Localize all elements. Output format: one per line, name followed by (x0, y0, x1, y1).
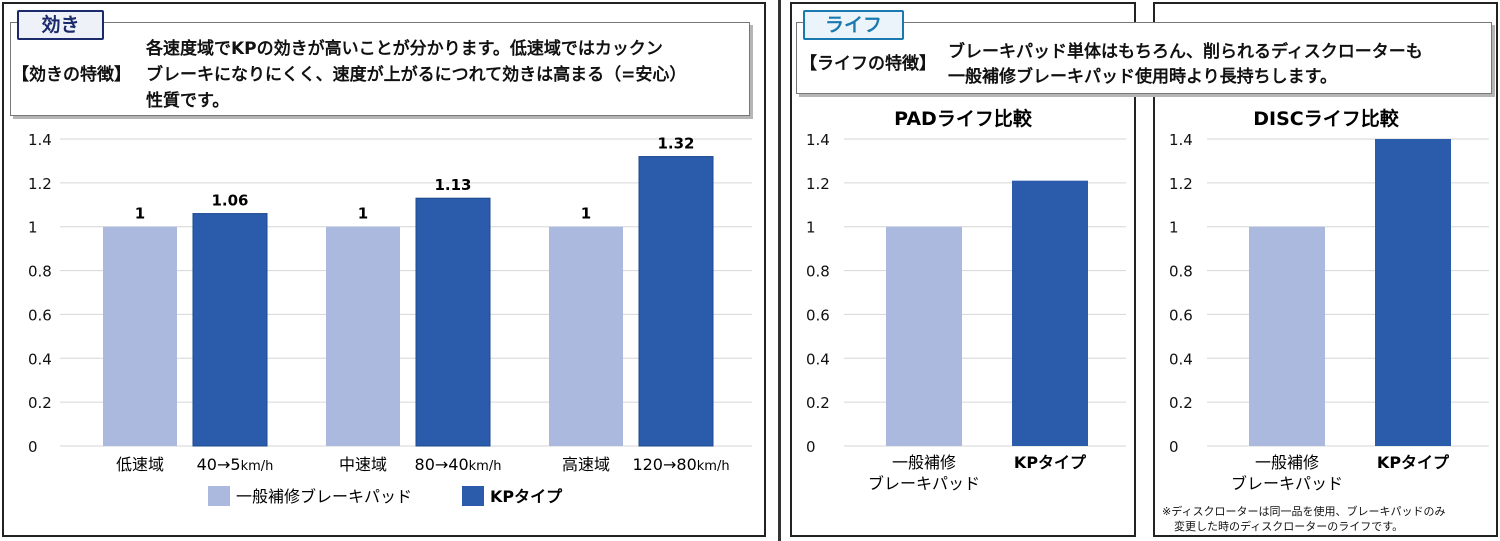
effectiveness-heading: 【効きの特徴】 (12, 65, 131, 85)
bar-kp-1 (192, 213, 268, 447)
pad-life-category-label: ブレーキパッド (868, 474, 980, 493)
effectiveness-desc-line-1: 各速度域でKPの効きが高いことが分かります。低速域ではカックン (146, 39, 663, 59)
pad-life-category-label: KPタイプ (1014, 453, 1087, 472)
disc-life-chart: DISCライフ比較 0 0.2 0.4 0.6 0.8 1 1.2 1.4 一般補修ブレーキパッド… (1169, 107, 1489, 493)
pad-life-y-tick-label: 0 (806, 438, 816, 456)
category-speed-unit: km/h (469, 459, 502, 474)
bar-general-2 (326, 226, 400, 446)
life-desc-line-2: 一般補修ブレーキパッド使用時より長持ちします。 (948, 67, 1337, 87)
pad-life-y-tick-label: 1.2 (806, 175, 830, 193)
pad-life-chart: PADライフ比較 0 0.2 0.4 0.6 0.8 1 1.2 1.4 一般補修ブレーキパッド K… (806, 107, 1126, 493)
legend-swatch-kp (462, 486, 484, 506)
bar-general-3 (549, 226, 623, 446)
life-tag: ライフ (803, 10, 904, 40)
disc-life-chart-title: DISCライフ比較 (1253, 107, 1399, 130)
effectiveness-y-tick-label: 1.4 (28, 131, 52, 149)
effectiveness-description-box (10, 22, 750, 116)
disc-footnote-line-2: 変更した時のディスクローターのライフです。 (1174, 520, 1404, 533)
legend-label-general: 一般補修ブレーキパッド (236, 487, 412, 506)
life-heading: 【ライフの特徴】 (800, 54, 936, 74)
bar-kp-3 (638, 156, 714, 447)
category-speed-value: 120→80 (632, 455, 696, 474)
category-speed-unit: km/h (241, 459, 274, 474)
legend-swatch-general (208, 486, 230, 506)
disc-footnote-line-1: ※ディスクローターは同一品を使用、ブレーキパッドのみ (1162, 505, 1446, 518)
data-label-general-1: 1 (135, 205, 145, 223)
disc-life-y-tick-label: 0 (1169, 438, 1179, 456)
pad-life-y-tick-label: 1.4 (806, 131, 830, 149)
disc-life-category-label: KPタイプ (1377, 453, 1450, 472)
disc-life-y-tick-label: 1.4 (1169, 131, 1193, 149)
effectiveness-y-tick-label: 1 (28, 219, 38, 237)
effectiveness-y-tick-label: 0.6 (28, 306, 52, 324)
legend-label-kp: KPタイプ (490, 487, 563, 506)
disc-life-y-tick-label: 0.4 (1169, 350, 1193, 368)
effectiveness-y-tick-label: 0 (28, 438, 38, 456)
disc-life-y-tick-label: 0.6 (1169, 306, 1193, 324)
category-area-label: 低速域 (116, 455, 164, 474)
effectiveness-desc-line-3: 性質です。 (146, 91, 230, 111)
category-speed-value: 80→40 (415, 455, 469, 474)
effectiveness-tag: 効き (17, 10, 104, 40)
category-speed-label: 120→80km/h (632, 455, 729, 474)
pad-life-bar-kp (1012, 180, 1088, 446)
category-speed-label: 40→5km/h (197, 455, 274, 474)
data-label-general-3: 1 (581, 205, 591, 223)
effectiveness-y-tick-label: 0.8 (28, 263, 52, 281)
pad-life-chart-title: PADライフ比較 (894, 107, 1033, 130)
life-desc-line-1: ブレーキパッド単体はもちろん、削られるディスクローターも (948, 42, 1423, 62)
pad-life-y-tick-label: 0.4 (806, 350, 830, 368)
data-label-kp-2: 1.13 (434, 176, 471, 194)
category-speed-unit: km/h (697, 459, 730, 474)
data-label-kp-3: 1.32 (657, 135, 694, 153)
category-speed-label: 80→40km/h (415, 455, 502, 474)
bar-general-1 (103, 226, 177, 446)
effectiveness-y-tick-label: 0.2 (28, 394, 52, 412)
panel-divider (778, 0, 781, 541)
disc-life-bar-general (1249, 226, 1325, 446)
effectiveness-y-tick-label: 0.4 (28, 350, 52, 368)
pad-life-y-tick-label: 0.2 (806, 394, 830, 412)
category-speed-value: 40→5 (197, 455, 241, 474)
data-label-kp-1: 1.06 (211, 192, 248, 210)
disc-life-category-label: 一般補修 (1255, 453, 1319, 472)
category-area-label: 中速域 (339, 455, 387, 474)
disc-life-bar-kp (1375, 139, 1451, 446)
data-label-general-2: 1 (358, 205, 368, 223)
bar-kp-2 (415, 197, 491, 447)
pad-life-y-tick-label: 0.6 (806, 306, 830, 324)
disc-life-y-tick-label: 1.2 (1169, 175, 1193, 193)
effectiveness-desc-line-2: ブレーキになりにくく、速度が上がるにつれて効きは高まる（=安心） (146, 65, 687, 85)
category-area-label: 高速域 (562, 455, 610, 474)
pad-life-bar-general (886, 226, 962, 446)
life-description-box (796, 22, 1492, 94)
disc-life-y-tick-label: 0.2 (1169, 394, 1193, 412)
effectiveness-y-tick-label: 1.2 (28, 175, 52, 193)
pad-life-category-label: 一般補修 (892, 453, 956, 472)
pad-life-y-tick-label: 0.8 (806, 263, 830, 281)
disc-life-y-tick-label: 1 (1169, 219, 1179, 237)
pad-life-y-tick-label: 1 (806, 219, 816, 237)
disc-life-category-label: ブレーキパッド (1231, 474, 1343, 493)
disc-life-y-tick-label: 0.8 (1169, 263, 1193, 281)
